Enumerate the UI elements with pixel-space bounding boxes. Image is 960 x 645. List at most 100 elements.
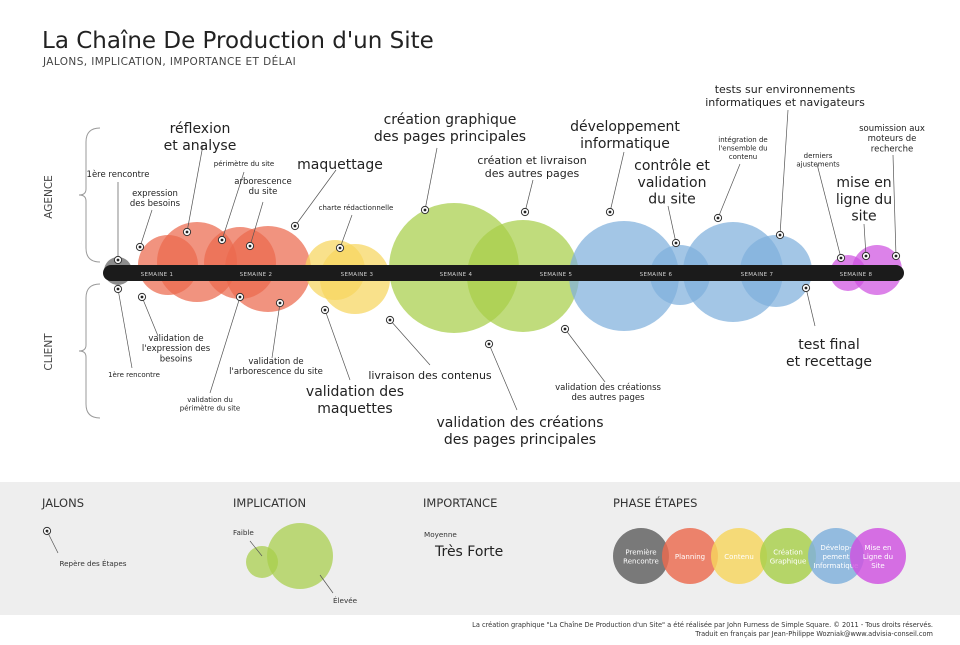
milestone-top-leader [294,169,337,227]
milestone-top-marker-dot [138,245,142,249]
milestone-top-label-line: et analyse [164,138,237,154]
milestone-top-label: développement informatique [570,119,680,152]
milestone-top-leader [339,214,353,249]
milestone-top-label: périmètre du site [214,160,274,168]
week-label: SEMAINE 7 [741,272,774,278]
milestone-top-label-line: ajustements [796,160,840,168]
milestone-bottom-marker-dot [804,286,808,290]
milestone-top-label: mise en ligne du site [836,175,892,225]
milestone-top-leader [249,201,264,247]
milestone-top-label-line: des autres pages [485,167,580,180]
week-label: SEMAINE 6 [640,272,673,278]
milestone-top-marker-dot [220,238,224,242]
milestone-bottom-label: validation des créationss des autres page… [555,382,661,403]
milestone-bottom-marker-dot [323,308,327,312]
legend-phase-label-line: Création [773,549,803,557]
legend-jalons-heading: JALONS [42,496,85,510]
milestone-top-label-line: validation [638,175,707,191]
milestone-top-label-line: ligne du [836,192,892,208]
milestone-top-label-line: moteurs de [868,134,917,144]
legend-phase-label-line: Informatique [814,562,859,570]
milestone-top-leader [892,154,897,257]
legend-implication-low-leader [249,540,263,557]
client-label: CLIENT [43,333,55,371]
legend-importance-high-label: Très Forte [434,544,503,560]
legend-phase-circle [850,528,906,584]
milestone-bottom-label-line: 1ère rencontre [108,371,160,379]
milestone-top-marker-dot [185,230,189,234]
milestone-bottom-marker-dot [140,295,144,299]
milestone-top-label-line: l'ensemble du [718,144,767,152]
milestone-top-marker-dot [894,254,898,258]
milestone-bottom-label: validation des maquettes [306,384,404,417]
legend-phase-label-line: Ligne du [863,553,893,561]
milestone-bottom-leader [488,343,518,411]
milestone-top-label-line: intégration de [718,136,767,144]
milestone-bottom-label-line: et recettage [786,354,872,370]
milestone-top-label: charte rédactionnelle [319,204,394,212]
milestone-top-label: soumission aux moteurs de recherche [859,124,925,154]
legend-phase-label-line: Dévelop- [820,544,852,552]
milestone-bottom-label-line: besoins [160,354,193,364]
milestone-top-marker-dot [423,208,427,212]
milestone-bottom-marker-dot [487,342,491,346]
milestone-top-leader [221,171,245,241]
legend-phase-label: Création Graphique [770,549,807,566]
milestone-top-label-line: tests sur environnements [715,83,856,96]
milestone-bottom-marker-dot [238,295,242,299]
milestone-bottom-label-line: validation des créationss [555,382,661,393]
milestone-top-marker-dot [523,210,527,214]
milestone-top-marker-dot [839,256,843,260]
legend-phase-circle [808,528,864,584]
milestone-top-label-line: du site [249,187,278,197]
week-label: SEMAINE 1 [141,272,174,278]
milestone-top-label-line: charte rédactionnelle [319,204,394,212]
milestone-top-label-line: mise en [836,175,891,191]
milestone-bottom-label: validation du périmètre du site [180,396,240,412]
milestone-top-label: arborescence du site [234,177,291,197]
milestone-top-label-line: informatique [580,136,670,152]
milestone-top-marker-dot [608,210,612,214]
legend-phase-circle [760,528,816,584]
milestone-top-label: expression des besoins [130,189,181,209]
legend-phase-label: Dévelop-pement Informatique [814,544,859,570]
milestone-top-leader [139,209,153,248]
milestone-top-marker-dot [293,224,297,228]
milestone-top-marker-dot [248,244,252,248]
week-label: SEMAINE 5 [540,272,573,278]
legend-phase-label-line: Première [625,549,656,557]
milestone-bottom-label-line: livraison des contenus [368,369,492,382]
milestone-bottom-label-line: validation du [187,396,233,404]
milestone-top-label-line: derniers [804,152,833,160]
legend-implication-low-circle [246,546,278,578]
milestone-bottom-marker-dot [278,301,282,305]
milestone-bottom-label: livraison des contenus [368,369,492,382]
milestone-top-label-line: contrôle et [634,158,710,174]
milestone-bottom-label-line: maquettes [317,401,392,417]
milestone-top-marker-dot [338,246,342,250]
milestone-bottom-label: validation des créations des pages princi… [436,415,603,448]
milestone-top-label-line: contenu [729,153,758,161]
credit-line-2: Traduit en français par Jean-Philippe Wo… [695,630,933,638]
legend-phase-circle [613,528,669,584]
milestone-bottom-leader [805,287,816,327]
milestone-bottom-label-line: l'arborescence du site [229,367,323,377]
milestone-top-label-line: recherche [871,144,913,154]
milestone-top-label: derniers ajustements [796,152,840,168]
milestone-top-leader [186,144,204,233]
legend-jalon-label: Repère des Étapes [59,559,126,568]
milestone-bottom-label-line: validation des créations [436,415,603,431]
milestone-top-label: contrôle et validation du site [634,158,710,208]
timeline-bar [103,265,904,281]
milestone-bottom-leader [117,288,133,369]
milestone-bottom-label-line: des pages principales [444,432,596,448]
milestone-bottom-leader [564,328,606,383]
legend-implication-heading: IMPLICATION [233,496,307,510]
milestone-top-label: réflexion et analyse [164,121,237,154]
milestone-top-leader [863,223,867,257]
agence-label: AGENCE [43,175,55,219]
legend-phase-label-line: Mise en [865,544,892,552]
milestone-top-marker-dot [778,233,782,237]
legend-phases-heading: PHASE ÉTAPES [613,496,698,510]
